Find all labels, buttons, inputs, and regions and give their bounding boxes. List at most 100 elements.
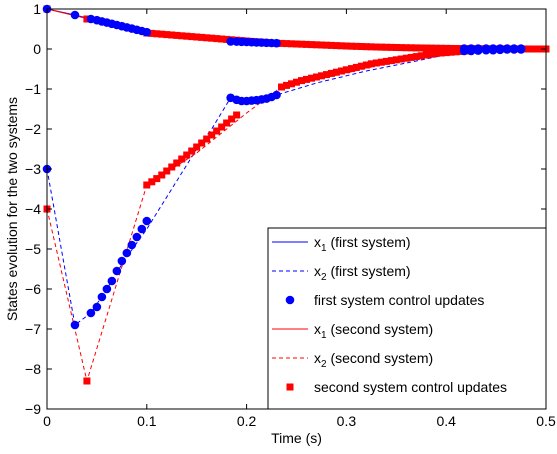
legend-entry-updates-first: first system control updates <box>285 292 484 308</box>
legend-label-tail: (second system) <box>327 321 434 337</box>
second-update-marker <box>362 43 370 51</box>
legend-label: x2 (first system) <box>314 263 411 283</box>
second-update-marker <box>198 139 206 147</box>
second-update-marker <box>322 71 330 79</box>
second-update-marker <box>178 155 186 163</box>
second-update-marker <box>148 29 156 37</box>
second-update-marker <box>173 159 181 167</box>
legend-label-main: second system control updates <box>314 379 507 395</box>
second-update-marker <box>392 43 400 51</box>
legend-label: x1 (first system) <box>314 234 411 254</box>
second-update-marker <box>522 45 530 53</box>
first-update-marker <box>502 45 512 54</box>
legend-label: second system control updates <box>314 379 507 395</box>
legend: x1 (first system)x2 (first system)first … <box>267 227 547 410</box>
first-update-marker <box>92 302 102 312</box>
second-update-marker <box>452 48 460 56</box>
second-update-marker <box>402 44 410 52</box>
second-update-marker <box>158 171 166 179</box>
second-update-marker <box>158 30 166 38</box>
second-update-marker <box>412 44 420 52</box>
second-update-marker <box>427 50 435 58</box>
second-update-marker <box>317 72 325 80</box>
second-update-marker <box>312 73 320 81</box>
x-tick-label: 0 <box>43 413 51 429</box>
second-update-marker <box>407 53 415 61</box>
x-axis-label: Time (s) <box>271 430 322 446</box>
second-update-marker <box>447 48 455 56</box>
second-update-marker <box>442 44 450 52</box>
second-update-marker <box>442 49 450 57</box>
legend-label-subscript: 2 <box>321 359 327 370</box>
second-update-marker <box>397 44 405 52</box>
first-update-marker <box>516 45 526 54</box>
second-update-marker <box>347 65 355 73</box>
second-update-marker <box>337 42 345 50</box>
second-update-marker <box>183 32 191 40</box>
legend-label-tail: (first system) <box>327 234 411 250</box>
second-update-marker <box>372 59 380 67</box>
second-update-marker <box>178 32 186 40</box>
second-update-marker <box>288 40 296 48</box>
second-update-marker <box>407 44 415 52</box>
second-update-marker <box>412 53 420 61</box>
second-update-marker <box>302 75 310 83</box>
second-update-marker <box>532 45 540 53</box>
second-update-marker <box>283 81 291 89</box>
second-update-marker <box>143 181 151 189</box>
second-update-marker <box>432 49 440 57</box>
legend-label: x2 (second system) <box>314 350 433 370</box>
legend-label-main: x <box>314 263 321 279</box>
first-update-marker <box>495 45 505 55</box>
first-update-marker <box>509 45 519 54</box>
legend-swatch-circle <box>285 295 295 305</box>
legend-label-subscript: 2 <box>321 272 327 283</box>
second-update-marker <box>148 178 156 186</box>
second-update-marker <box>342 66 350 74</box>
legend-entry-x2-first: x2 (first system) <box>272 263 411 283</box>
second-update-marker <box>183 151 191 159</box>
first-update-marker <box>142 216 152 226</box>
y-tick-label: −5 <box>25 241 41 257</box>
first-update-marker <box>70 10 80 20</box>
second-update-marker <box>417 52 425 60</box>
second-update-marker <box>302 40 310 48</box>
second-update-marker <box>168 31 176 39</box>
second-update-marker <box>83 377 91 385</box>
second-update-marker <box>447 44 455 52</box>
second-update-marker <box>437 44 445 52</box>
second-update-marker <box>293 40 300 48</box>
legend-label-main: x <box>314 350 321 366</box>
plot-area <box>42 4 550 385</box>
second-update-marker <box>188 33 196 41</box>
second-update-marker <box>527 45 535 53</box>
legend-label-tail: (first system) <box>327 263 411 279</box>
second-update-marker <box>278 39 286 47</box>
second-update-marker <box>293 78 300 86</box>
second-update-marker <box>213 35 221 43</box>
second-update-marker <box>317 41 325 49</box>
first-update-marker <box>127 240 137 250</box>
first-update-marker <box>112 266 122 276</box>
second-update-marker <box>367 43 375 51</box>
second-update-marker <box>173 31 181 39</box>
second-update-marker <box>193 33 201 41</box>
second-update-marker <box>168 163 176 171</box>
second-update-marker <box>312 41 320 49</box>
second-update-marker <box>352 42 360 50</box>
legend-entry-x1-second: x1 (second system) <box>272 321 433 341</box>
second-update-marker <box>297 77 305 85</box>
y-tick-label: −1 <box>25 81 41 97</box>
second-update-marker <box>387 57 395 65</box>
second-update-marker <box>392 56 400 64</box>
y-tick-label: 0 <box>33 41 41 57</box>
second-update-marker <box>208 34 216 42</box>
legend-entry-x1-first: x1 (first system) <box>272 234 411 254</box>
second-update-marker <box>372 43 380 51</box>
second-update-marker <box>163 31 171 39</box>
y-tick-label: 1 <box>33 1 41 17</box>
second-update-marker <box>188 147 196 155</box>
y-tick-label: −8 <box>25 361 41 377</box>
second-update-marker <box>422 51 430 59</box>
legend-label-subscript: 1 <box>321 330 327 341</box>
